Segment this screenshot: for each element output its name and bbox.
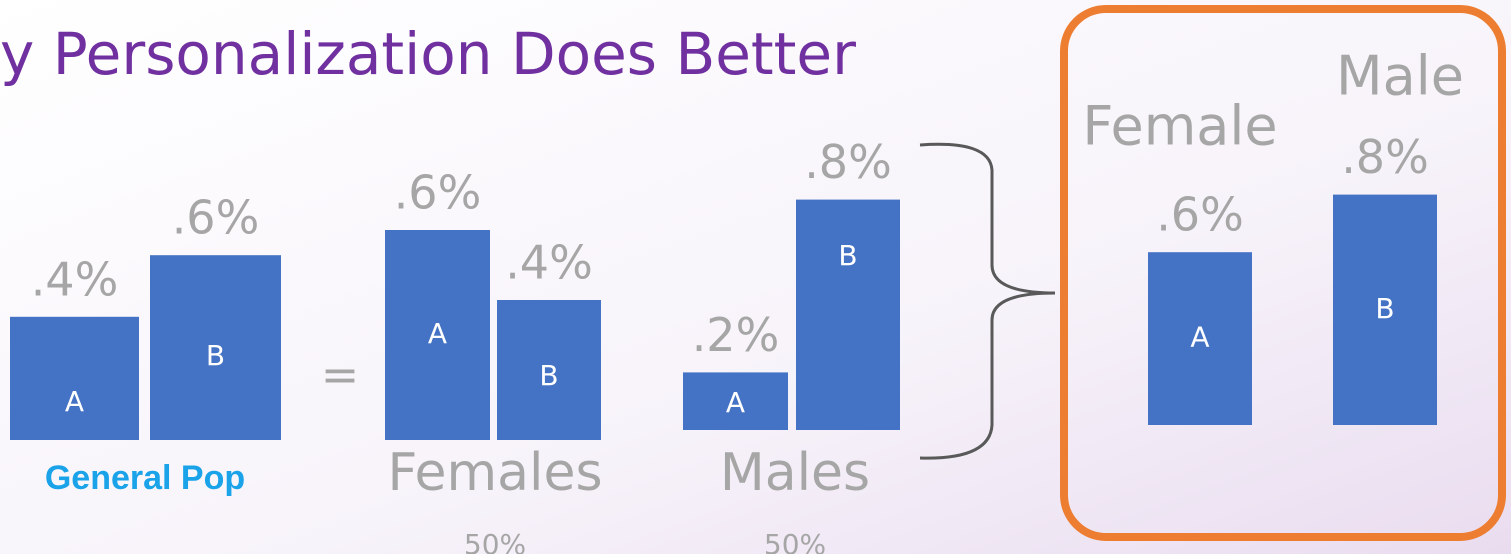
chart-subtitle: 50%	[764, 528, 826, 554]
bar	[497, 300, 601, 440]
bar-category: A	[1190, 321, 1209, 354]
equals-sign: =	[321, 348, 360, 402]
value-label: .6%	[1156, 188, 1244, 242]
value-label: .4%	[505, 236, 593, 290]
bar	[385, 230, 490, 440]
bar	[796, 199, 900, 430]
value-label: .6%	[172, 191, 260, 245]
group-label: Male	[1336, 45, 1464, 108]
slide-title: y Personalization Does Better	[0, 20, 856, 88]
highlight-box	[1060, 5, 1506, 541]
bar	[683, 372, 788, 430]
bar-category: B	[539, 359, 558, 392]
bar-category: A	[65, 385, 84, 418]
chart-title: Females	[387, 443, 602, 503]
bar-category: A	[726, 386, 745, 419]
bar-category: B	[206, 339, 225, 372]
chart-title: Males	[720, 443, 870, 503]
value-label: .4%	[31, 252, 119, 306]
bar	[1333, 194, 1437, 425]
group-label: Female	[1082, 95, 1277, 158]
chart-subtitle: 50%	[464, 528, 526, 554]
chart-title: General Pop	[45, 459, 245, 497]
bar	[150, 255, 281, 440]
bar	[10, 316, 139, 440]
bar-category: B	[1375, 292, 1394, 325]
bar-category: A	[428, 317, 447, 350]
brace	[919, 142, 1056, 460]
bar-category: B	[838, 239, 857, 272]
bar	[1148, 252, 1252, 425]
value-label: .8%	[804, 135, 892, 189]
value-label: .8%	[1341, 130, 1429, 184]
value-label: .2%	[692, 308, 780, 362]
value-label: .6%	[394, 166, 482, 220]
